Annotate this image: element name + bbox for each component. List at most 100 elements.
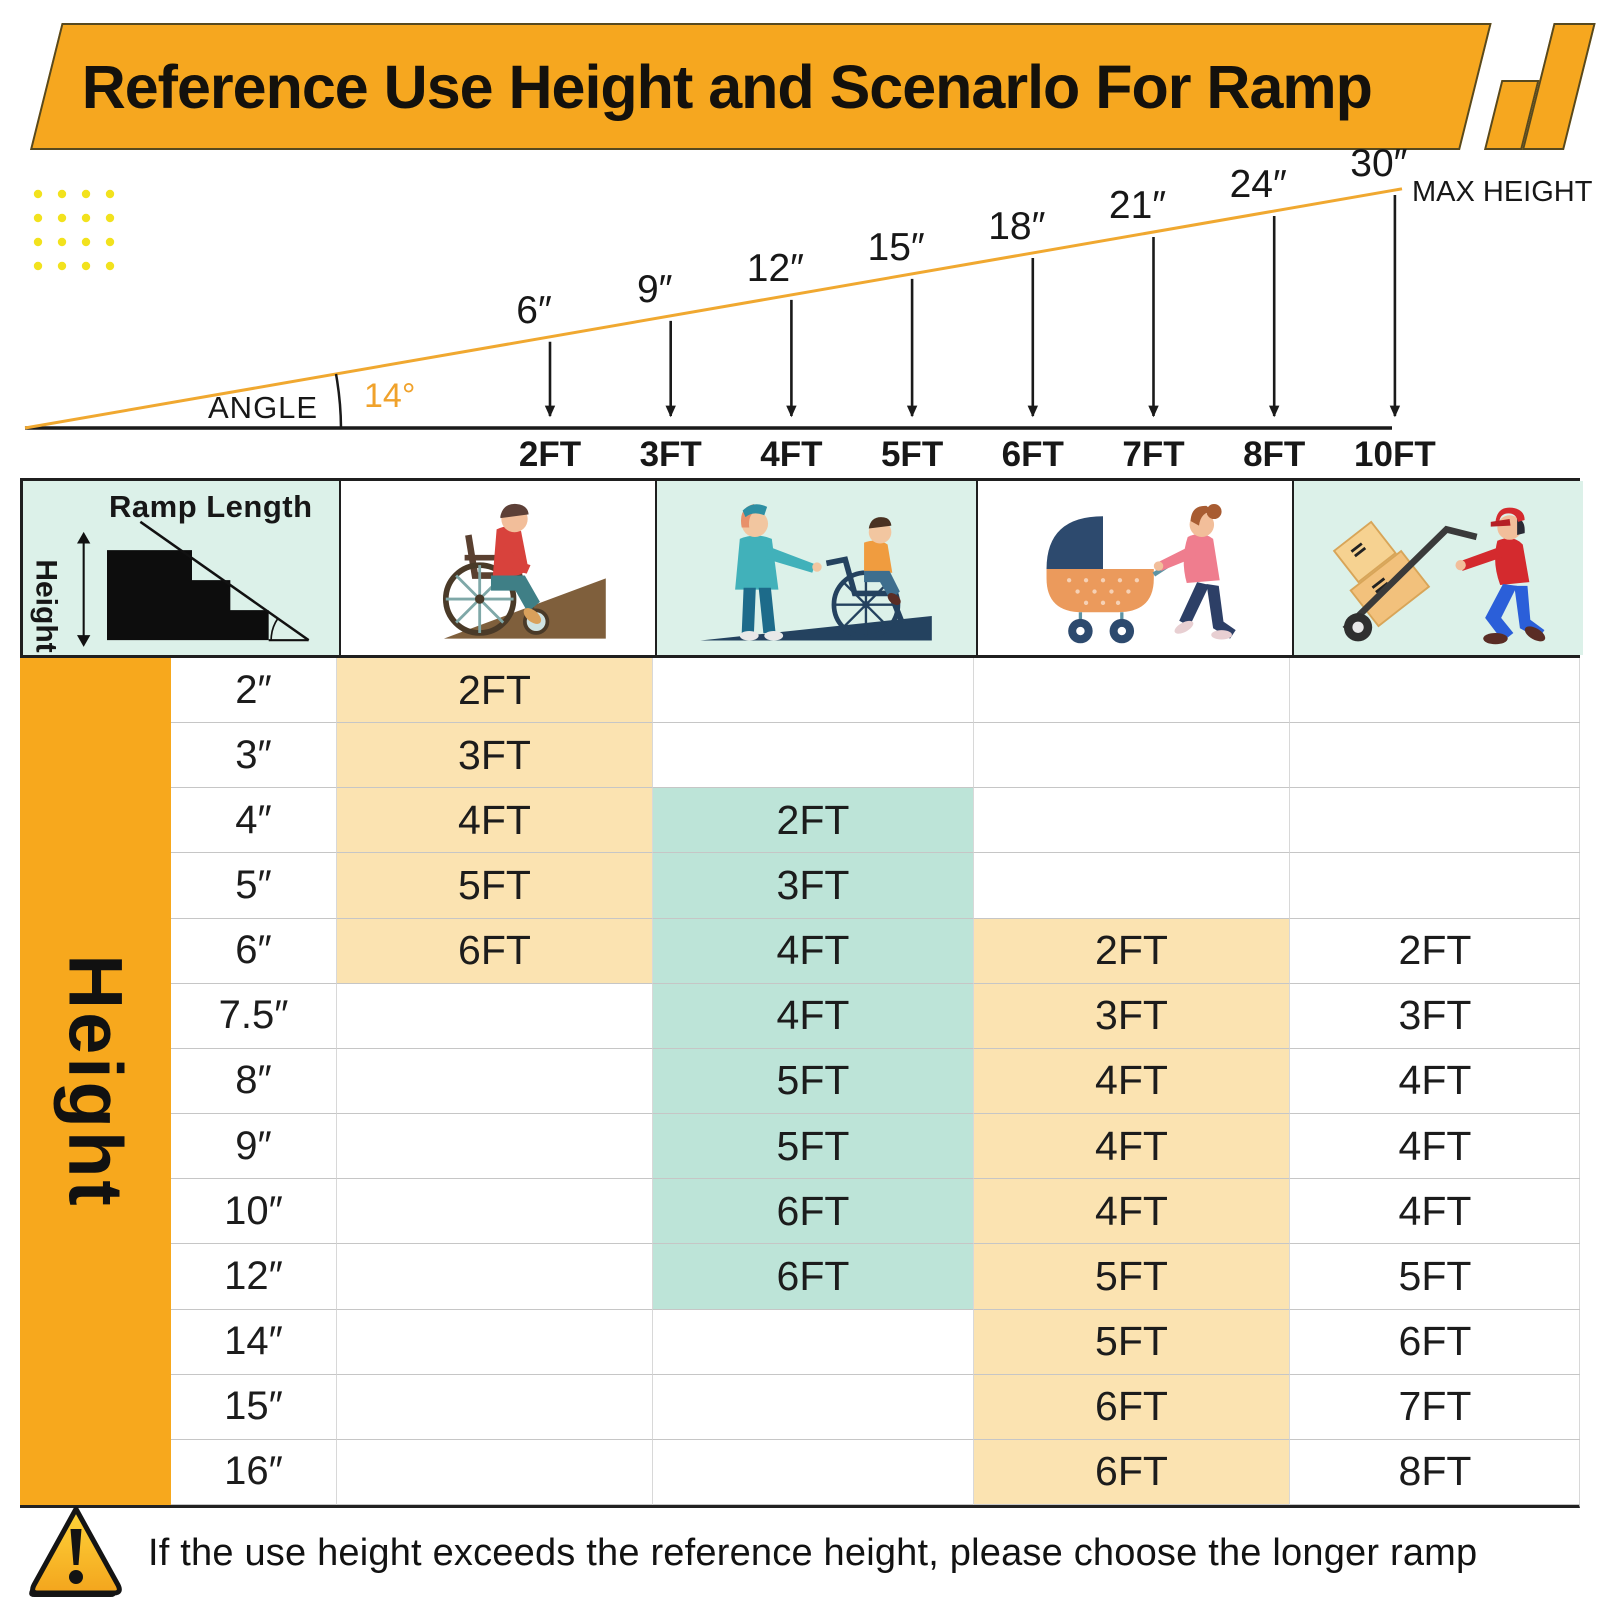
hand-truck-cell: 3FT (1289, 983, 1580, 1049)
self-wheelchair-cell: 4FT (336, 788, 652, 854)
stroller-cell (973, 853, 1289, 919)
ramp-length-tick: 6FT (1002, 435, 1064, 474)
hand-truck-cell: 2FT (1289, 918, 1580, 984)
ramp-length-tick: 4FT (760, 435, 822, 474)
hand-truck-cell: 6FT (1289, 1309, 1580, 1375)
column-header-hand-truck (1292, 481, 1583, 655)
stairs-ramp-icon (77, 520, 310, 647)
assisted-wheelchair-cell: 3FT (652, 853, 973, 919)
self-wheelchair-cell: 2FT (336, 658, 652, 724)
hand-truck-cell: 5FT (1289, 1244, 1580, 1310)
assisted-wheelchair-cell: 5FT (652, 1114, 973, 1180)
angle-value: 14° (364, 377, 415, 415)
stroller-cell: 5FT (973, 1309, 1289, 1375)
row-height-label: 14″ (171, 1310, 336, 1375)
assisted-wheelchair-icon (699, 504, 932, 641)
rise-height-label: 30″ (1350, 148, 1407, 185)
rise-height-label: 12″ (747, 247, 804, 290)
warning-icon (29, 1506, 122, 1597)
assisted-wheelchair-cell: 6FT (652, 1179, 973, 1245)
hand-truck-cell (1289, 658, 1580, 724)
self-wheelchair-cell (336, 1114, 652, 1180)
hand-truck-cell: 4FT (1289, 1179, 1580, 1245)
self-wheelchair-cell (336, 983, 652, 1049)
row-height-label: 8″ (171, 1049, 336, 1115)
rise-height-label: 15″ (868, 226, 925, 269)
assisted-wheelchair-cell (652, 1309, 973, 1375)
table-header: Ramp Length Height (20, 478, 1583, 658)
rise-height-label: 6″ (516, 289, 552, 332)
assisted-wheelchair-cell: 4FT (652, 918, 973, 984)
ramp-angle-diagram: ANGLE 14° MAX HEIGHT 6″ 2FT 9″ 3FT 12″ 4FT 15″… (24, 148, 1593, 474)
row-height-label: 16″ (171, 1440, 336, 1505)
hand-truck-icon (1332, 507, 1545, 645)
title-banner: Reference Use Height and Scenarlo For Ra… (30, 23, 1492, 150)
stroller-cell: 4FT (973, 1048, 1289, 1115)
column-header-wheelchair-self (339, 481, 655, 655)
self-wheelchair-cell (336, 1439, 652, 1505)
self-wheelchair-cell (336, 1309, 652, 1375)
assisted-wheelchair-cell (652, 1374, 973, 1440)
hand-truck-cell: 7FT (1289, 1374, 1580, 1440)
stroller-cell: 6FT (973, 1439, 1289, 1505)
stroller-cell: 3FT (973, 983, 1289, 1049)
assisted-wheelchair-cell: 4FT (652, 983, 973, 1049)
stroller-icon (1046, 504, 1236, 644)
hand-truck-cell (1289, 788, 1580, 854)
stroller-cell: 5FT (973, 1244, 1289, 1310)
stroller-cell (973, 723, 1289, 789)
self-wheelchair-cell: 3FT (336, 723, 652, 789)
row-height-label: 4″ (171, 788, 336, 854)
stroller-cell: 6FT (973, 1374, 1289, 1440)
ramp-length-tick: 10FT (1354, 435, 1436, 474)
ramp-slope-line (24, 187, 1403, 430)
self-wheelchair-cell: 5FT (336, 853, 652, 919)
angle-label: ANGLE (208, 390, 318, 425)
self-wheelchair-cell (336, 1244, 652, 1310)
stroller-cell: 4FT (973, 1114, 1289, 1180)
exclamation-glyph (70, 1529, 82, 1565)
ramp-length-tick: 8FT (1243, 435, 1305, 474)
rise-height-label: 9″ (637, 268, 673, 311)
row-height-label: 5″ (171, 853, 336, 919)
assisted-wheelchair-cell (652, 1439, 973, 1505)
stroller-cell: 4FT (973, 1179, 1289, 1245)
hand-truck-cell: 4FT (1289, 1114, 1580, 1180)
page-title: Reference Use Height and Scenarlo For Ra… (81, 52, 1373, 121)
self-wheelchair-cell (336, 1048, 652, 1115)
ramp-length-tick: 5FT (881, 435, 943, 474)
row-height-label: 6″ (171, 919, 336, 984)
rise-height-label: 18″ (988, 205, 1045, 248)
rise-height-label: 21″ (1109, 184, 1166, 227)
row-height-label: 2″ (171, 658, 336, 724)
angle-arc (334, 373, 343, 429)
assisted-wheelchair-cell (652, 658, 973, 724)
stroller-cell: 2FT (973, 918, 1289, 984)
self-wheelchair-cell (336, 1179, 652, 1245)
ramp-length-tick: 7FT (1122, 435, 1184, 474)
height-axis-band: Height (20, 658, 171, 1508)
stroller-cell (973, 658, 1289, 724)
height-axis-small-label: Height (30, 559, 64, 653)
warning-icon-wrap (26, 1502, 126, 1600)
hand-truck-cell (1289, 723, 1580, 789)
column-header-wheelchair-assisted (655, 481, 976, 655)
row-height-label: 9″ (171, 1114, 336, 1180)
hand-truck-cell (1289, 853, 1580, 919)
warning-text: If the use height exceeds the reference … (148, 1531, 1478, 1574)
ramp-length-legend-cell: Ramp Length Height (23, 481, 339, 655)
hand-truck-cell: 4FT (1289, 1048, 1580, 1115)
row-height-label: 3″ (171, 723, 336, 789)
self-wheelchair-cell: 6FT (336, 918, 652, 984)
row-height-label: 10″ (171, 1179, 336, 1245)
ramp-length-tick: 3FT (640, 435, 702, 474)
rise-height-label: 24″ (1230, 163, 1287, 206)
row-height-label: 12″ (171, 1244, 336, 1310)
assisted-wheelchair-cell: 2FT (652, 788, 973, 854)
ramp-length-label: Ramp Length (109, 489, 313, 524)
table-body: 2″ 2FT 3″ 3FT 4″ 4FT 2FT 5″ 5FT 3FT 6″ 6FT 4FT 2FT 2FT… (171, 658, 1580, 1508)
max-height-label: MAX HEIGHT (1412, 176, 1593, 208)
assisted-wheelchair-cell (652, 723, 973, 789)
height-arrows: 6″ 2FT 9″ 3FT 12″ 4FT 15″ 5FT 18″ 6FT 21″ 7FT 24″ 8FT… (516, 148, 1436, 474)
